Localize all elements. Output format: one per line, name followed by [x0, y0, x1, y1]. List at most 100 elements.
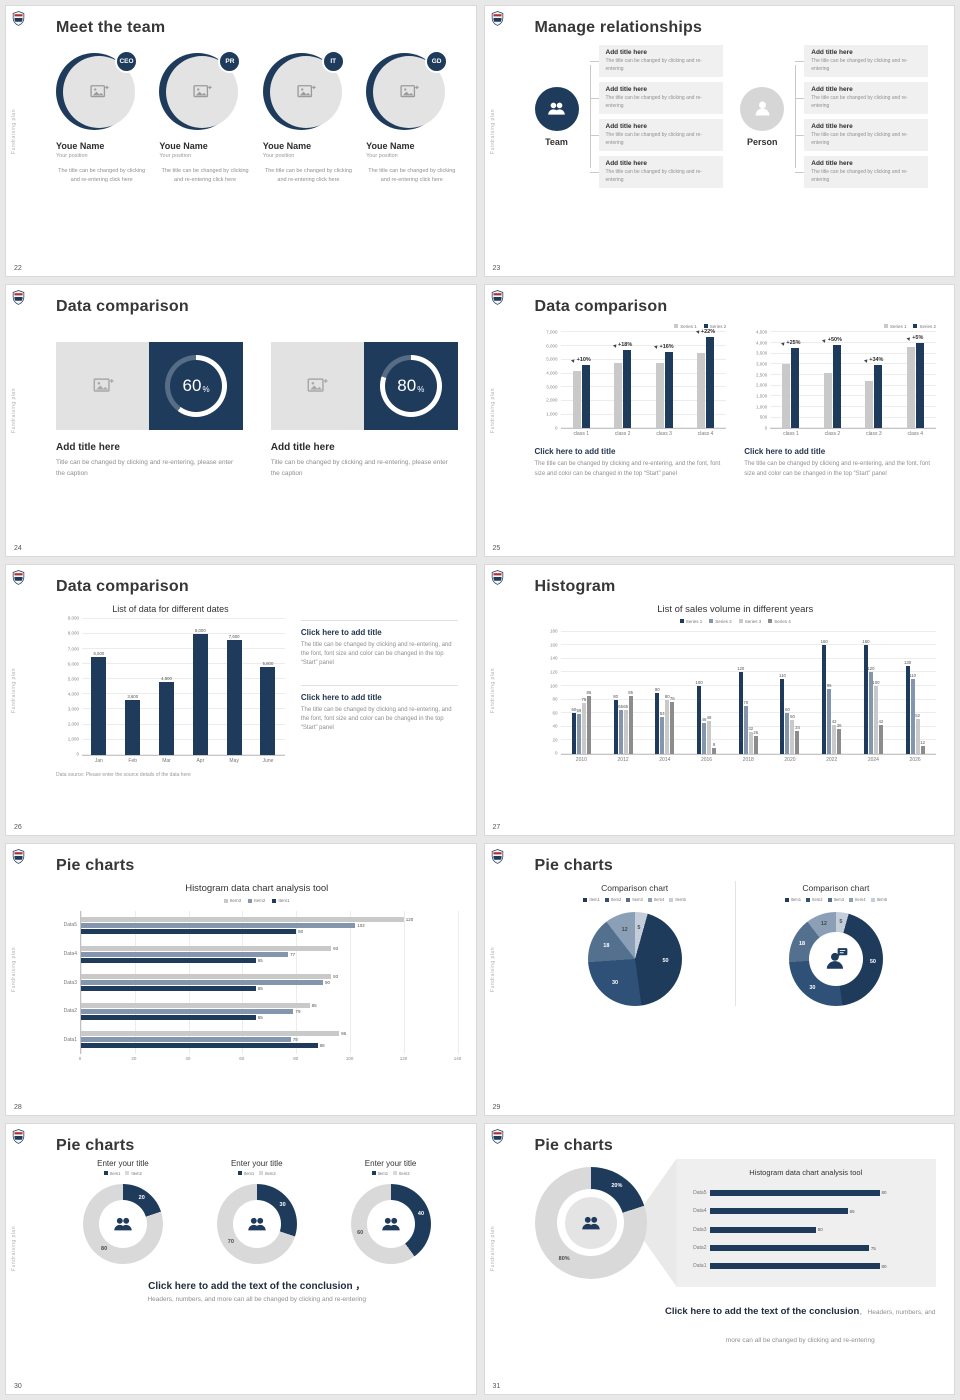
slide-preview-25[interactable]: Fundraising plan 25 Data comparison Seri… [483, 284, 955, 557]
bar-row: 93 90 65 [81, 968, 458, 997]
bar-value-label: 96 [341, 1031, 347, 1037]
slice-label: 20% [611, 1183, 623, 1190]
data-card: 80% Add title here Title can be changed … [270, 342, 458, 479]
donut-chart: 20 80 [82, 1183, 163, 1264]
y-axis-tick: 1,000 [546, 411, 558, 417]
member-name: Youe Name [262, 141, 312, 151]
bar-line: 80 [709, 1263, 923, 1270]
legend-item: Series 2 [703, 324, 726, 329]
gridline [770, 395, 936, 397]
bar [81, 916, 404, 922]
role-badge: CEO [115, 50, 138, 73]
bar: 76 [670, 696, 675, 754]
box-title: Add title here [811, 49, 853, 56]
conclusion: Click here to add the text of the conclu… [56, 1277, 458, 1303]
gridline [770, 352, 936, 354]
chart-legend: Item3 Item2 Item1 [56, 898, 458, 903]
slide-preview-28[interactable]: Fundraising plan 28 Pie charts Histogram… [5, 843, 477, 1116]
slide-number: 31 [492, 1382, 501, 1390]
legend-item: Item2 [125, 1171, 142, 1176]
chart-legend: Series 1 Series 2 Series 3 Series 4 [535, 619, 937, 624]
y-axis-tick: 2,000 [755, 382, 768, 388]
x-axis-label: 2014 [659, 756, 671, 763]
data-card: 60% Add title here Title can be changed … [56, 342, 243, 479]
gridline [82, 753, 285, 755]
bar-group: 160 95 42 36 [811, 632, 853, 754]
y-axis-tick: 1,000 [755, 403, 768, 409]
legend-swatch [371, 1171, 376, 1176]
x-axis-label: 2012 [617, 756, 629, 763]
bar-value-label: 8,000 [194, 627, 206, 633]
bar-group: 80 65 65 85 [602, 632, 644, 754]
legend-label: Item5 [876, 897, 888, 903]
people-icon-wrap [351, 1184, 431, 1264]
block-title: Click here to add title [744, 447, 826, 457]
percent-panel: 60% [149, 342, 243, 431]
bar-groups: 60 59 75 86 80 65 65 85 90 54 80 76 100 46 48 9 120 70 32 2… [561, 632, 937, 754]
legend-swatch [768, 619, 773, 624]
bar-groups: 6,500 3,600 4,800 8,000 7,600 5,800 [82, 619, 285, 755]
bar-value-label: 65 [849, 1208, 855, 1214]
x-axis-label: 2026 [909, 756, 921, 763]
bar-value-label: 80 [881, 1263, 887, 1269]
chart-title: Enter your title [230, 1158, 283, 1168]
slide-preview-31[interactable]: Fundraising plan 31 Pie charts 20% 80% Hi… [483, 1122, 955, 1395]
percent-value: 60% [165, 355, 227, 417]
text-block: Click here to add title The title can be… [300, 619, 458, 669]
bar-line: 50 [709, 1226, 923, 1233]
bar-value-label: 130 [904, 659, 912, 665]
slide-number: 28 [14, 1103, 22, 1111]
bar [823, 372, 832, 429]
bar-row: 50 [709, 1220, 923, 1238]
bar-row: 80 [709, 1184, 923, 1202]
bar: 75 [581, 697, 586, 754]
legend-swatch [674, 324, 679, 329]
bar-panel: Histogram data chart analysis tool Data5… [675, 1158, 936, 1287]
gridline [770, 363, 936, 365]
bar: 8,000 [192, 628, 208, 755]
y-axis-tick: 140 [549, 655, 558, 661]
y-axis-tick: 40 [552, 723, 558, 729]
card-heading: Add title here [56, 442, 120, 454]
bar: 95 [827, 683, 832, 754]
bar-group: 130 110 52 12 [894, 632, 936, 754]
people-icon-wrap [217, 1184, 297, 1264]
bar-value-label: 80 [613, 693, 618, 699]
bar: 65 [618, 704, 623, 754]
chart-title: Histogram data chart analysis tool [185, 883, 329, 895]
box-caption: The title can be changed by clicking and… [605, 95, 702, 109]
legend-item: Item1 [583, 897, 600, 902]
block-title: Click here to add title [534, 447, 616, 457]
gridline [82, 738, 285, 740]
chart-block: List of data for different dates 0 1,000 2… [56, 604, 285, 778]
bar-value-label: 65 [618, 703, 623, 709]
category-label: Data3 [693, 1226, 707, 1233]
slide-preview-30[interactable]: Fundraising plan 30 Pie charts Enter you… [5, 1122, 477, 1395]
legend-swatch [583, 897, 588, 902]
box-caption: The title can be changed by clicking and… [605, 169, 702, 183]
bar [81, 1037, 291, 1043]
bar-value-label: 5,800 [262, 661, 274, 667]
slide-preview-27[interactable]: Fundraising plan 27 Histogram List of sa… [483, 563, 955, 837]
slide-preview-22[interactable]: Fundraising plan 22 Meet the team CEO Yo… [5, 5, 477, 278]
bar-line: 77 [81, 951, 458, 957]
bar: 160 [821, 639, 828, 754]
donut-panel: Enter your title Item1 Item2 30 70 [190, 1159, 324, 1264]
bar-value-label: 110 [779, 673, 786, 679]
legend-item: Item2 [259, 1171, 276, 1176]
bar-value-label: 9 [712, 741, 716, 747]
slide-preview-26[interactable]: Fundraising plan 26 Data comparison List… [5, 563, 477, 837]
team-member-card: IT Youe Name Your position The title can… [262, 50, 354, 185]
slide-number: 23 [492, 265, 501, 273]
percent-change-label: +5% [906, 335, 923, 341]
slide-preview-23[interactable]: Fundraising plan 23 Manage relationships… [483, 5, 955, 278]
title-box: Add title here The title can be changed b… [795, 82, 929, 114]
bar: 34 [795, 725, 800, 754]
slide-preview-29[interactable]: Fundraising plan 29 Pie charts Compariso… [483, 843, 955, 1116]
slide-preview-24[interactable]: Fundraising plan 24 Data comparison 60% [5, 284, 477, 557]
bar-groups: +10% +18% +16% +22% [561, 329, 727, 429]
title-box-list: Add title here The title can be changed b… [795, 45, 929, 188]
bar: 110 [779, 673, 786, 754]
ring-hole [384, 360, 437, 413]
chart-title: List of data for different dates [112, 603, 229, 614]
